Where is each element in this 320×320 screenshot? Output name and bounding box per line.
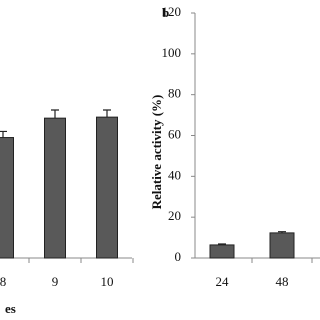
y-tick-label: 20: [168, 208, 181, 223]
x-tick-label: 8: [0, 274, 6, 289]
error-bar: [51, 109, 59, 119]
y-tick-label: 40: [168, 167, 181, 182]
bar: [0, 137, 14, 259]
bar: [209, 244, 235, 259]
y-tick-label: 0: [175, 249, 182, 264]
x-tick-label: 9: [52, 274, 59, 289]
x-tick-label: 10: [101, 274, 114, 289]
y-axis-label: Relative activity (%): [149, 95, 164, 210]
panel-label: b: [162, 5, 169, 20]
x-axis-label: es: [5, 301, 16, 316]
error-bar: [0, 130, 7, 138]
bar: [44, 117, 66, 259]
y-tick-label: 60: [168, 126, 181, 141]
y-tick-label: 120: [162, 4, 182, 19]
y-tick-label: 100: [162, 45, 182, 60]
error-bar: [278, 231, 286, 233]
bar: [96, 116, 118, 259]
x-tick-label: 24: [216, 274, 230, 289]
error-bar: [218, 243, 226, 245]
y-tick-label: 80: [168, 86, 181, 101]
x-tick-label: 48: [276, 274, 289, 289]
error-bar: [103, 109, 111, 118]
bar: [269, 232, 295, 259]
